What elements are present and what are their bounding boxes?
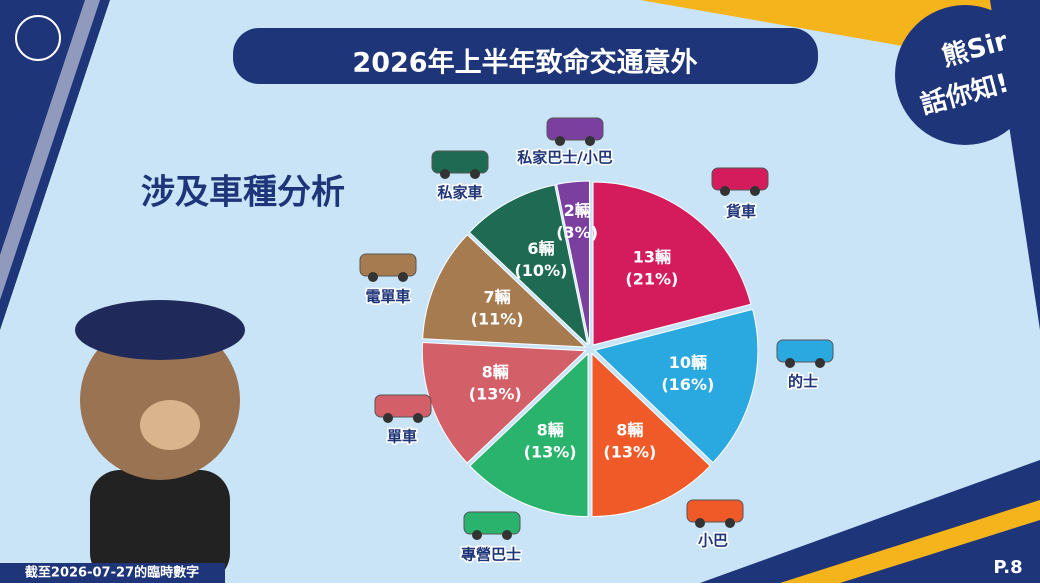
slice-share-label: (10%) (514, 261, 567, 280)
vehicle-icon (463, 511, 521, 535)
category-label: 電單車 (365, 288, 410, 306)
title-banner (233, 28, 818, 84)
slice-value-label: 13輛 (633, 248, 671, 267)
pie-slice (422, 234, 587, 348)
vehicle-icon (431, 150, 489, 174)
slice-share-label: (13%) (603, 442, 656, 461)
vehicle-wheel (470, 169, 480, 179)
vehicle-wheel (750, 186, 760, 196)
pie-slice (468, 184, 589, 347)
slice-value-label: 6輛 (527, 239, 554, 258)
pie-slice (593, 308, 759, 464)
vehicle-wheel (725, 518, 735, 528)
page-box (975, 553, 1040, 583)
vehicle-wheel (472, 530, 482, 540)
vehicle-wheel (398, 272, 408, 282)
vehicle-icon (374, 394, 432, 418)
bear-head (80, 320, 240, 480)
vehicle-icon (711, 167, 769, 191)
title: 2026年上半年致命交通意外 (352, 47, 697, 79)
pie-slice (421, 341, 587, 464)
vehicle-icon (546, 117, 604, 141)
category-label: 單車 (387, 428, 417, 446)
pie-slice (592, 181, 752, 346)
slice-share-label: (3%) (556, 223, 598, 242)
pie-slice (556, 180, 590, 345)
bear-cap (75, 300, 245, 360)
vehicle-wheel (815, 358, 825, 368)
page-number: P.8 (993, 557, 1022, 578)
vehicle-wheel (585, 136, 595, 146)
category-label: 私家車 (436, 184, 482, 202)
pie-slice (469, 352, 589, 518)
footer-note: 截至2026-07-27的臨時數字 (25, 565, 199, 581)
slice-value-label: 8輛 (537, 420, 564, 439)
category-label: 貨車 (726, 203, 756, 221)
vehicle-wheel (383, 413, 393, 423)
bear (75, 300, 245, 583)
vehicle-wheel (368, 272, 378, 282)
vehicle-wheel (720, 186, 730, 196)
category-label: 私家巴士/小巴 (516, 149, 612, 167)
stripe-left (0, 0, 110, 330)
stripe-bottom (780, 500, 1040, 583)
vehicle-wheel (413, 413, 423, 423)
pie-slice (591, 352, 711, 518)
bear-muzzle (140, 400, 200, 450)
category-label: 小巴 (698, 532, 728, 550)
logo (15, 15, 61, 61)
vehicle-icon (359, 253, 417, 277)
vehicle-wheel (695, 518, 705, 528)
vehicle-wheel (440, 169, 450, 179)
vehicle-wheel (555, 136, 565, 146)
category-label: 的士 (788, 373, 818, 391)
slice-share-label: (16%) (661, 375, 714, 394)
bear-body (90, 470, 230, 583)
slice-value-label: 2輛 (564, 201, 591, 220)
badge (895, 5, 1035, 145)
footer-bar (0, 563, 225, 583)
slice-share-label: (13%) (469, 385, 522, 404)
subtitle: 涉及車種分析 (141, 173, 345, 213)
stripe-left (0, 0, 100, 300)
vehicle-wheel (785, 358, 795, 368)
slice-share-label: (21%) (625, 270, 678, 289)
slice-share-label: (13%) (524, 442, 577, 461)
slice-value-label: 8輛 (482, 363, 509, 382)
vehicle-icon (686, 499, 744, 523)
vehicle-wheel (502, 530, 512, 540)
vehicle-icon (776, 339, 834, 363)
category-label: 專營巴士 (461, 546, 521, 564)
slice-value-label: 8輛 (616, 420, 643, 439)
slice-share-label: (11%) (471, 310, 524, 329)
stripe-bottom (700, 460, 1040, 583)
slice-value-label: 10輛 (669, 353, 707, 372)
slice-value-label: 7輛 (484, 288, 511, 307)
